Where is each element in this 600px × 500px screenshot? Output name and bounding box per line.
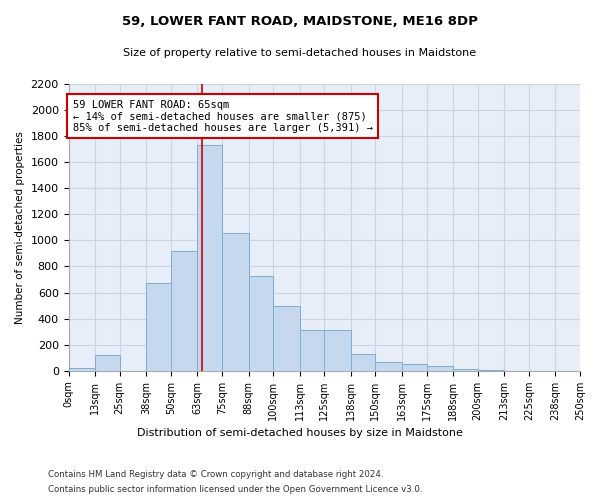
Bar <box>376 362 402 371</box>
Bar <box>68 368 95 371</box>
Bar <box>273 306 300 371</box>
Text: Size of property relative to semi-detached houses in Maidstone: Size of property relative to semi-detach… <box>124 48 476 58</box>
Text: Distribution of semi-detached houses by size in Maidstone: Distribution of semi-detached houses by … <box>137 428 463 438</box>
Bar <box>197 146 222 371</box>
Bar <box>146 284 171 371</box>
Bar <box>171 251 197 371</box>
Bar <box>427 366 453 371</box>
Bar <box>300 330 324 371</box>
Y-axis label: Number of semi-detached properties: Number of semi-detached properties <box>15 131 25 324</box>
Bar <box>222 232 248 371</box>
Bar <box>351 354 376 371</box>
Bar <box>453 369 478 371</box>
Bar <box>95 355 119 371</box>
Bar <box>478 370 505 371</box>
Text: Contains public sector information licensed under the Open Government Licence v3: Contains public sector information licen… <box>48 485 422 494</box>
Bar <box>402 364 427 371</box>
Bar <box>324 330 351 371</box>
Text: 59 LOWER FANT ROAD: 65sqm
← 14% of semi-detached houses are smaller (875)
85% of: 59 LOWER FANT ROAD: 65sqm ← 14% of semi-… <box>73 100 373 133</box>
Text: 59, LOWER FANT ROAD, MAIDSTONE, ME16 8DP: 59, LOWER FANT ROAD, MAIDSTONE, ME16 8DP <box>122 15 478 28</box>
Text: Contains HM Land Registry data © Crown copyright and database right 2024.: Contains HM Land Registry data © Crown c… <box>48 470 383 479</box>
Bar <box>248 276 273 371</box>
